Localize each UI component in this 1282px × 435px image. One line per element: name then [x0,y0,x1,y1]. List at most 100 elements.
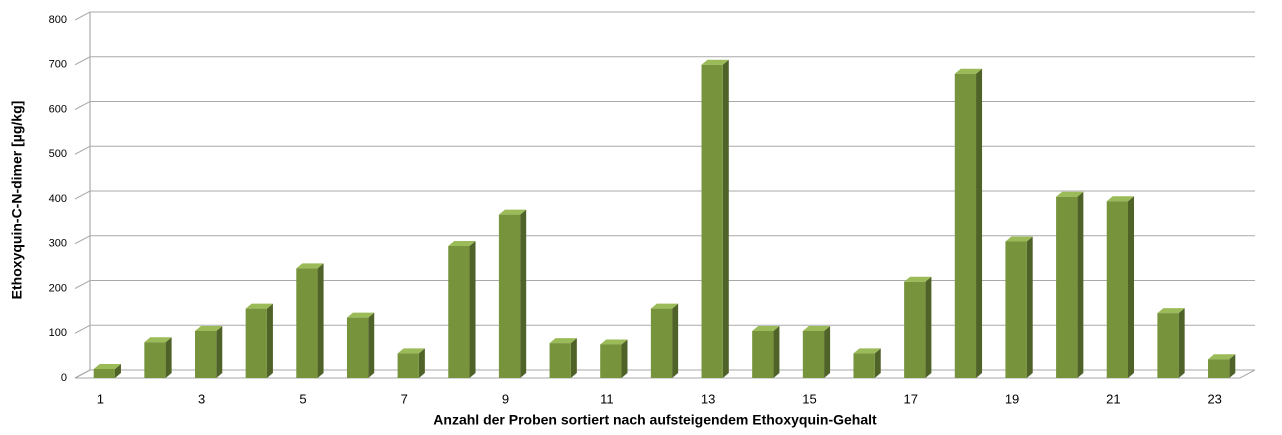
grid-line [74,190,1255,200]
bar-front [1106,201,1129,378]
bar [954,68,983,378]
bar-top [1005,236,1033,242]
grid-line [74,11,1255,21]
bar-front [752,331,774,378]
bar-top [802,326,831,332]
x-tick-label: 23 [1207,391,1221,406]
bar-side [520,209,527,378]
bar [296,263,324,378]
x-tick-label: 19 [1005,391,1019,406]
bar-front [144,342,166,378]
bar-front [904,281,926,378]
y-axis-title: Ethoxyquin-C-N-dimer [µg/kg] [9,101,25,300]
bar-top [498,209,527,215]
bar [498,209,527,378]
bar-front [600,344,622,378]
x-tick-label: 7 [401,391,408,406]
bar-front [650,308,673,378]
bar-side [722,59,729,378]
bar [1056,191,1084,378]
bar [1106,196,1135,378]
bar-top [245,303,273,309]
bar-front [397,353,419,378]
bar-top [904,276,932,282]
y-tick-label: 300 [49,238,67,250]
bar [93,364,121,378]
bar-top [752,326,780,332]
grid-line [74,145,1255,155]
x-tick-label: 21 [1106,391,1120,406]
bar-side [976,68,983,378]
y-tick-label: 0 [61,372,67,384]
x-tick-label: 13 [701,391,715,406]
bar [752,326,780,378]
bar-top [194,326,223,332]
bar [600,339,628,378]
bar-top [954,68,983,74]
bar-side [672,303,679,378]
bar-side [925,276,932,378]
bar-top [650,303,679,309]
bar [1005,236,1033,378]
bar [448,240,476,378]
bar-front [1157,313,1179,378]
bar-top [1106,196,1135,202]
bar-side [1229,354,1236,378]
grid-line [74,235,1255,245]
bar-front [448,245,470,378]
bar [802,326,831,378]
bar-top [549,338,577,344]
bar-side [165,337,172,378]
bar-front [954,73,977,378]
bar-side [418,348,425,378]
x-tick-label: 9 [502,391,509,406]
bar-front [1056,196,1078,378]
bar [650,303,679,378]
bar-front [802,331,825,378]
bar-side [1026,236,1033,378]
bar-side [874,348,881,378]
bar [701,59,729,378]
bar [853,348,881,378]
bar-side [216,326,223,378]
bar [144,337,172,378]
bar [194,326,223,378]
bar [1157,308,1185,378]
bar [904,276,932,378]
bar-side [1077,191,1084,378]
bar [346,312,375,378]
bar [245,303,273,378]
bar-side [773,326,780,378]
bar-side [1128,196,1135,378]
bar-front [1208,359,1230,378]
bar-top [600,339,628,345]
x-tick-label: 5 [299,391,306,406]
bar-front [498,214,521,378]
bar-top [296,263,324,269]
bar-side [469,240,476,378]
grid-line [74,56,1255,66]
bar-side [114,364,121,378]
x-tick-label: 17 [904,391,918,406]
bar-side [621,339,628,378]
bar-side [368,312,375,378]
bar-front [194,331,217,378]
x-axis-title: Anzahl der Proben sortiert nach aufsteig… [433,412,877,428]
bar-front [1005,241,1027,378]
bar-front [853,353,875,378]
bar-front [346,317,369,378]
bar-top [853,348,881,354]
y-tick-label: 700 [49,59,67,71]
bar-front [296,268,318,378]
grid-line [74,280,1255,289]
x-tick-label: 11 [600,391,614,406]
bar-side [570,338,577,378]
y-tick-label: 400 [49,193,67,205]
bar-side [317,263,324,378]
bar-side [824,326,831,378]
x-tick-label: 3 [198,391,205,406]
y-tick-label: 200 [49,282,67,294]
bar-top [397,348,425,354]
grid-line [74,324,1255,334]
